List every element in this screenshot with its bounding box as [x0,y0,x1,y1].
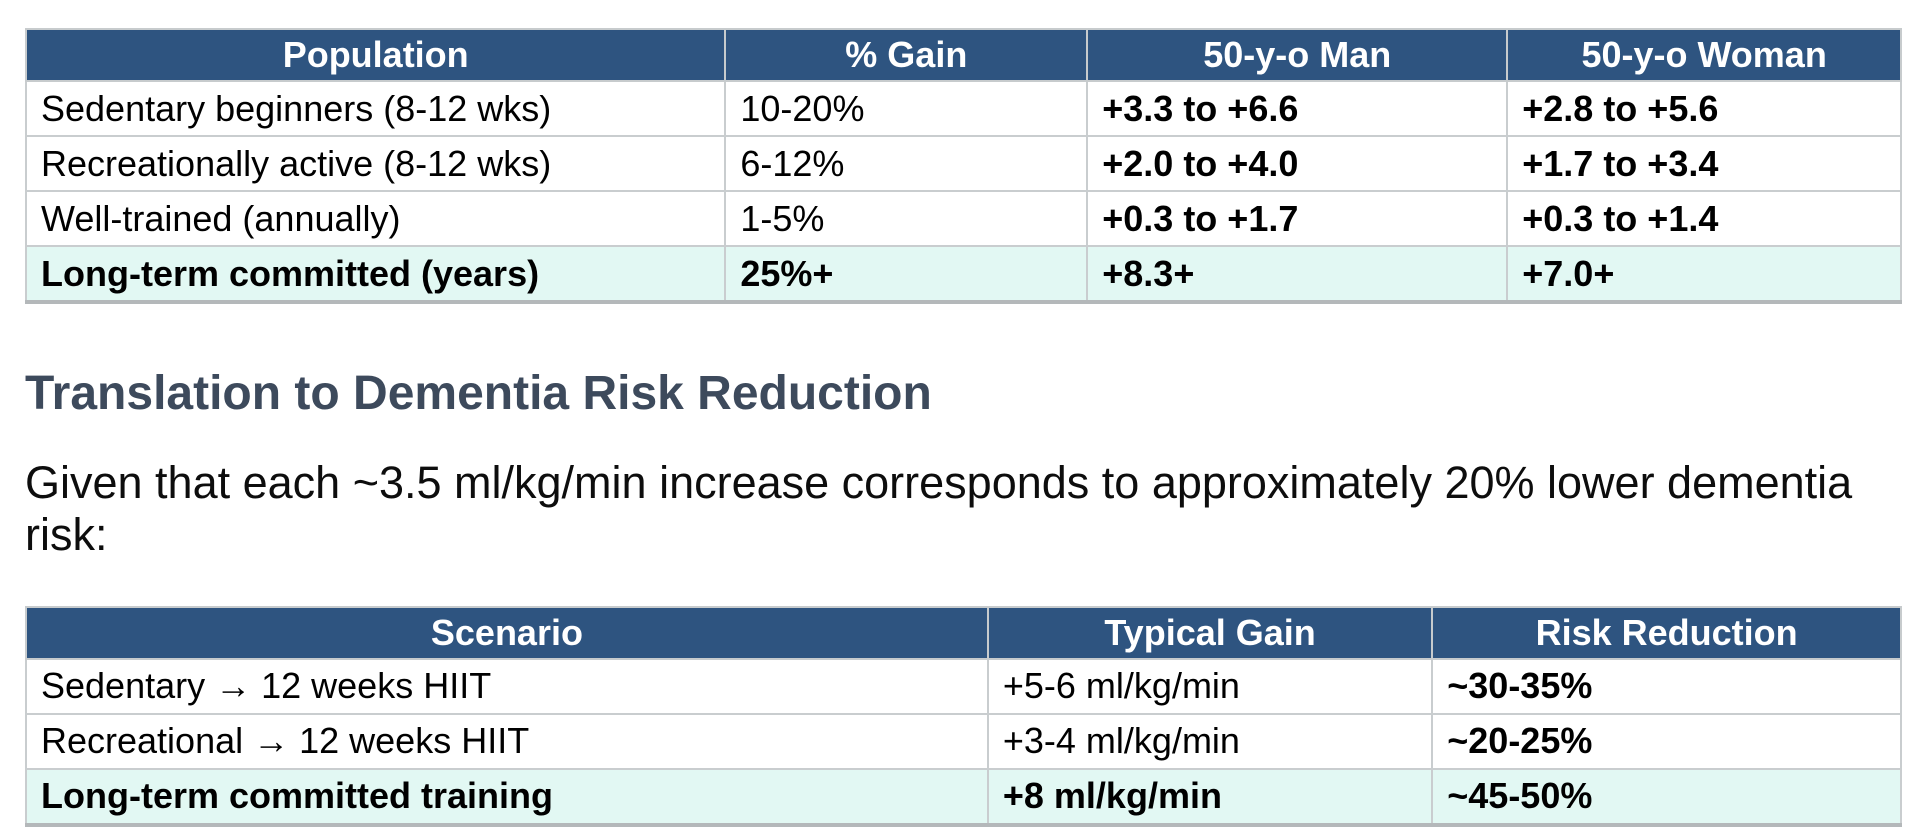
table-cell: +0.3 to +1.4 [1506,190,1902,247]
table-row: Sedentary → 12 weeks HIIT +5-6 ml/kg/min ~… [25,657,1902,715]
intro-paragraph: Given that each ~3.5 ml/kg/min increase … [25,457,1853,561]
column-header: 50-y-o Woman [1506,28,1902,82]
table-cell: 10-20% [724,80,1089,137]
table-cell: Recreationally active (8-12 wks) [24,135,727,192]
column-header: 50-y-o Man [1086,28,1509,82]
table-row: Recreational → 12 weeks HIIT +3-4 ml/kg/m… [25,712,1902,770]
table-cell: +3.3 to +6.6 [1086,80,1509,137]
table-cell: +2.0 to +4.0 [1086,135,1509,192]
column-header: Population [24,28,727,82]
table-cell: ~30-35% [1431,657,1902,715]
table-row: Sedentary beginners (8-12 wks) 10-20% +3.3… [24,80,1902,137]
table-cell: ~45-50% [1431,767,1902,826]
table-row: Long-term committed training +8 ml/kg/min… [25,767,1902,826]
table-row: Long-term committed (years) 25%+ +8.3+ +7.0… [24,245,1902,303]
table-cell: +2.8 to +5.6 [1506,80,1902,137]
table-cell: Sedentary → 12 weeks HIIT [25,657,989,715]
table-cell: ~20-25% [1431,712,1902,770]
table-cell: 1-5% [724,190,1089,247]
table-cell: +1.7 to +3.4 [1506,135,1902,192]
table-cell: Recreational → 12 weeks HIIT [25,712,989,770]
column-header: Typical Gain [986,605,1434,660]
table-cell: 25%+ [724,245,1089,303]
column-header: Risk Reduction [1431,605,1902,660]
table-row: Recreationally active (8-12 wks) 6-12% +2.… [24,135,1902,192]
column-header: % Gain [724,28,1089,82]
table-header-row: Scenario Typical Gain Risk Reduction [25,605,1902,660]
vo2max-gain-table: Population% Gain 50-y-o Man 50-y-o Woman S… [24,28,1902,304]
risk-reduction-table: Scenario Typical Gain Risk Reduction Seden… [25,605,1902,827]
table-cell: Sedentary beginners (8-12 wks) [24,80,727,137]
table-cell: +8.3+ [1086,245,1509,303]
table-cell: +7.0+ [1506,245,1902,303]
section-heading: Translation to Dementia Risk Reduction [25,367,932,420]
table-cell: Long-term committed training [25,767,989,826]
table-header-row: Population% Gain 50-y-o Man 50-y-o Woman [24,28,1902,82]
table-cell: Long-term committed (years) [24,245,727,303]
table-cell: +3-4 ml/kg/min [986,712,1434,770]
table-cell: +5-6 ml/kg/min [986,657,1434,715]
table-cell: Well-trained (annually) [24,190,727,247]
column-header: Scenario [25,605,989,660]
table-cell: +0.3 to +1.7 [1086,190,1509,247]
table-cell: +8 ml/kg/min [986,767,1434,826]
table-cell: 6-12% [724,135,1089,192]
table-row: Well-trained (annually) 1-5% +0.3 to +1.7 +… [24,190,1902,247]
